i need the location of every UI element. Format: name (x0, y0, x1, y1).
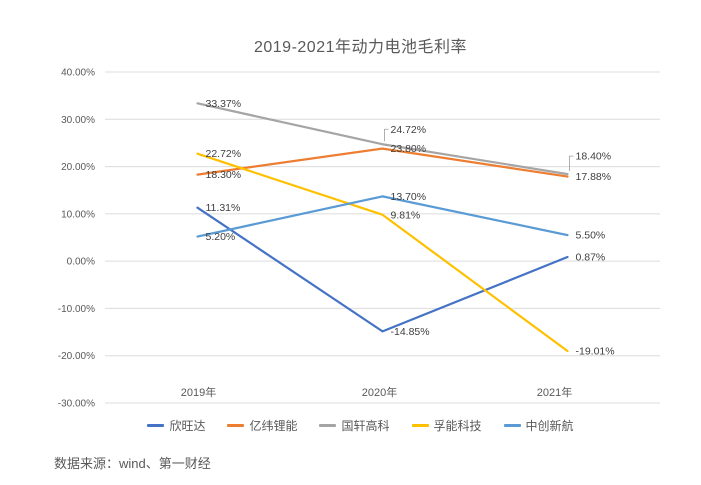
data-label: 22.72% (206, 148, 242, 160)
legend-label: 亿纬锂能 (249, 419, 298, 433)
label-leader-line (569, 155, 574, 172)
data-label: -14.85% (391, 326, 430, 338)
legend-label: 孚能科技 (433, 419, 482, 433)
y-axis-tick-label: 20.00% (61, 162, 95, 173)
y-axis-tick-label: -20.00% (58, 351, 95, 362)
legend-line-swatch (503, 424, 521, 427)
y-axis-tick-label: -10.00% (58, 304, 95, 315)
series-line-国轩高科 (196, 102, 569, 176)
chart-legend: 欣旺达 亿纬锂能 国轩高科 孚能科技 中创新航 (10, 417, 701, 434)
data-label: 9.81% (391, 209, 421, 221)
series-line-欣旺达 (196, 206, 569, 333)
series-line-亿纬锂能 (196, 147, 569, 178)
data-label: 5.20% (206, 231, 236, 243)
data-label: 13.70% (391, 191, 427, 203)
y-axis-tick-label: 40.00% (61, 68, 95, 79)
x-axis-category-label: 2019年 (181, 385, 216, 399)
legend-line-swatch (227, 424, 245, 427)
legend-line-swatch (147, 424, 165, 427)
data-label: 18.40% (576, 151, 612, 163)
chart-title: 2019-2021年动力电池毛利率 (253, 39, 468, 56)
data-label: 23.80% (391, 143, 427, 155)
data-label: 11.31% (206, 202, 241, 214)
series-line-中创新航 (196, 195, 569, 238)
data-label: 18.30% (206, 169, 242, 181)
legend-item-国轩高科: 国轩高科 (319, 417, 390, 434)
legend-item-孚能科技: 孚能科技 (411, 417, 482, 434)
data-label: 24.72% (391, 124, 427, 136)
series-line-孚能科技 (196, 152, 569, 353)
legend-line-swatch (319, 424, 337, 427)
legend-line-swatch (411, 424, 429, 427)
legend-item-亿纬锂能: 亿纬锂能 (227, 417, 297, 434)
x-axis-category-label: 2021年 (537, 385, 572, 399)
data-label: 5.50% (576, 230, 606, 242)
data-label: -19.01% (576, 346, 615, 358)
data-label: 17.88% (576, 171, 612, 183)
line-chart: 40.00% 30.00% 20.00% 10.00% 0.00% -10.00% -20.… (58, 68, 660, 410)
y-axis-tick-label: 0.00% (67, 257, 95, 268)
legend-label: 中创新航 (525, 419, 574, 433)
data-label: 33.37% (206, 98, 242, 110)
legend-label: 欣旺达 (169, 419, 206, 433)
y-axis-tick-label: -30.00% (58, 399, 95, 410)
legend-item-欣旺达: 欣旺达 (147, 417, 205, 434)
y-axis-tick-label: 10.00% (61, 209, 95, 220)
label-leader-line (384, 128, 389, 142)
y-axis-tick-label: 30.00% (61, 115, 95, 126)
x-axis-category-label: 2020年 (362, 385, 397, 399)
data-label: 0.87% (576, 252, 606, 264)
data-source-note: 数据来源：wind、第一财经 (54, 456, 211, 471)
legend-label: 国轩高科 (341, 419, 390, 433)
legend-item-中创新航: 中创新航 (503, 417, 574, 434)
